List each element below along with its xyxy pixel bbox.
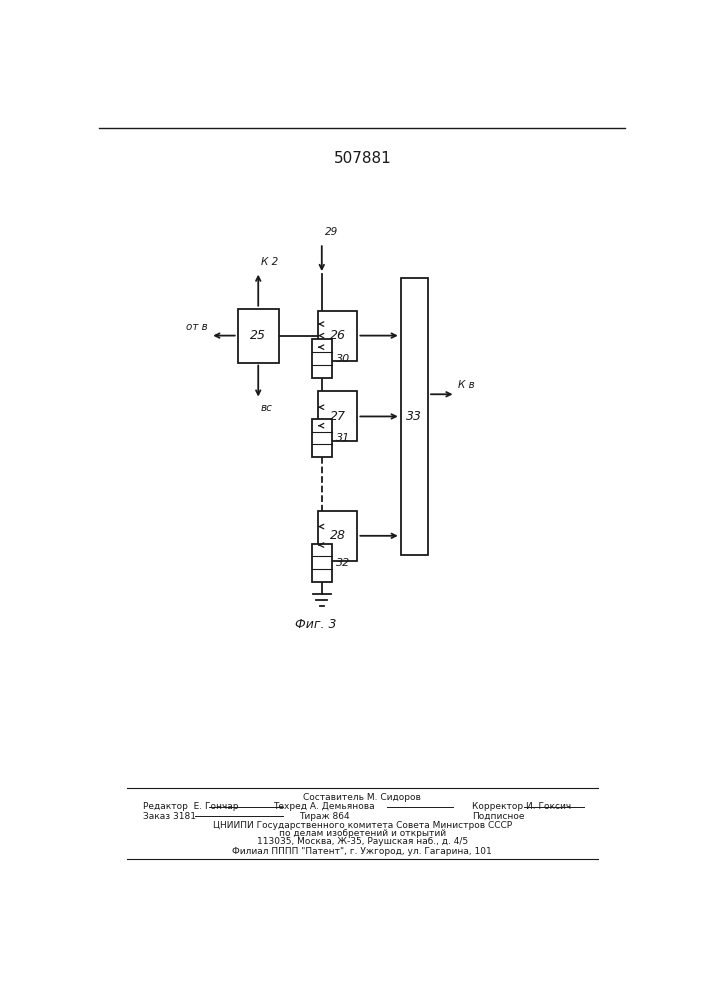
Bar — [318, 311, 358, 361]
Text: Подписное: Подписное — [472, 812, 525, 821]
Text: К в: К в — [458, 380, 475, 390]
Text: вс: вс — [261, 403, 273, 413]
Text: 25: 25 — [250, 329, 267, 342]
Text: Фиг. 3: Фиг. 3 — [295, 618, 337, 631]
Bar — [318, 511, 358, 561]
Text: Составитель М. Сидоров: Составитель М. Сидоров — [303, 793, 421, 802]
Text: К 2: К 2 — [261, 257, 279, 267]
Text: 507881: 507881 — [334, 151, 391, 166]
Text: Редактор  Е. Гончар: Редактор Е. Гончар — [144, 802, 239, 811]
Text: 32: 32 — [336, 558, 350, 568]
Bar — [238, 309, 279, 363]
Text: 28: 28 — [329, 529, 346, 542]
Bar — [401, 278, 428, 555]
Text: Тираж 864: Тираж 864 — [298, 812, 349, 821]
Text: 31: 31 — [336, 433, 350, 443]
Text: ЦНИИПИ Государственного комитета Совета Министров СССР: ЦНИИПИ Государственного комитета Совета … — [213, 821, 512, 830]
Text: Корректор И. Гоксич: Корректор И. Гоксич — [472, 802, 571, 811]
Bar — [312, 339, 332, 378]
Bar — [318, 391, 358, 441]
Text: от в: от в — [186, 322, 208, 332]
Text: по делам изобретений и открытий: по делам изобретений и открытий — [279, 829, 446, 838]
Text: 113035, Москва, Ж-35, Раушская наб., д. 4/5: 113035, Москва, Ж-35, Раушская наб., д. … — [257, 837, 468, 846]
Text: 33: 33 — [407, 410, 422, 423]
Bar — [312, 544, 332, 582]
Bar — [312, 419, 332, 457]
Text: 27: 27 — [329, 410, 346, 423]
Text: Филиал ПППП "Патент", г. Ужгород, ул. Гагарина, 101: Филиал ПППП "Патент", г. Ужгород, ул. Га… — [233, 847, 492, 856]
Text: 29: 29 — [325, 227, 339, 237]
Text: Заказ 3181: Заказ 3181 — [144, 812, 196, 821]
Text: 30: 30 — [336, 354, 350, 364]
Text: Техред А. Демьянова: Техред А. Демьянова — [273, 802, 375, 811]
Text: 26: 26 — [329, 329, 346, 342]
